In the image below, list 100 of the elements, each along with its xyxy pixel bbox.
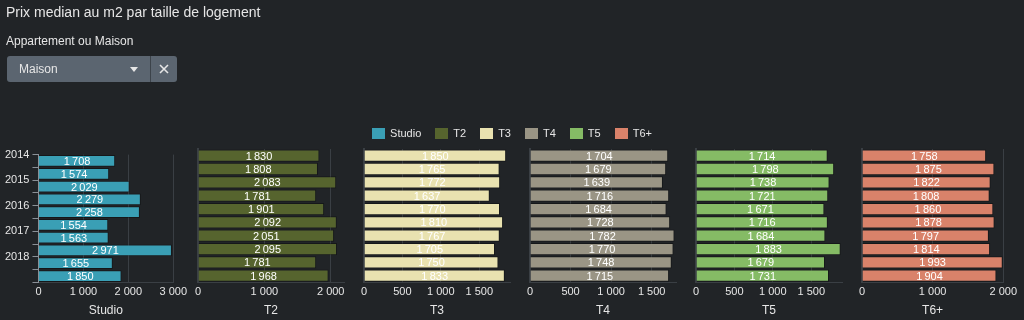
x-tick-label: 2 000 (316, 285, 345, 298)
data-label: 1 671 (747, 203, 774, 216)
x-tick-label: 1 000 (427, 285, 455, 298)
data-label: 2 029 (70, 180, 98, 193)
data-label: 1 554 (60, 218, 87, 231)
data-label: 1 782 (589, 229, 616, 242)
data-label: 1 716 (586, 189, 614, 202)
data-label: 1 822 (913, 176, 940, 189)
data-label: 1 770 (418, 203, 446, 216)
data-label: 1 715 (586, 269, 614, 282)
data-label: 1 708 (63, 155, 91, 168)
data-label: 1 797 (912, 229, 940, 242)
data-label: 1 684 (585, 203, 612, 216)
data-label: 1 883 (755, 243, 782, 256)
x-tick-label: 1 500 (797, 285, 826, 298)
data-label: 1 574 (60, 167, 88, 180)
data-label: 1 714 (748, 149, 776, 162)
y-tick-label: 2017 (4, 224, 30, 237)
x-tick-label: 2 000 (114, 285, 143, 298)
x-axis-title: T6+ (922, 303, 944, 318)
x-tick-label: 1 000 (69, 285, 98, 298)
y-tick-label: 2015 (4, 173, 30, 186)
data-label: 1 684 (747, 229, 775, 242)
data-label: 1 639 (583, 176, 611, 189)
data-label: 1 767 (418, 229, 446, 242)
data-label: 1 770 (588, 243, 616, 256)
x-tick-label: 0 (35, 285, 42, 298)
x-tick-label: 1 500 (465, 285, 494, 298)
data-label: 1 728 (586, 216, 614, 229)
data-label: 1 875 (915, 163, 942, 176)
data-label: 1 758 (910, 149, 938, 162)
y-tick-label: 2018 (4, 249, 30, 262)
data-label: 1 850 (66, 270, 94, 283)
x-tick-label: 0 (526, 285, 534, 298)
data-label: 2 279 (76, 193, 104, 206)
data-label: 1 808 (244, 163, 272, 176)
data-label: 1 765 (418, 163, 446, 176)
x-tick-label: 1 000 (918, 285, 947, 298)
data-label: 1 716 (748, 216, 776, 229)
data-label: 1 798 (751, 163, 779, 176)
data-label: 1 808 (912, 189, 940, 202)
data-label: 1 721 (749, 189, 776, 202)
legend-label: T5 (587, 127, 601, 139)
data-label: 1 781 (244, 256, 271, 269)
text: Maison (19, 62, 58, 76)
x-tick-label: 500 (393, 285, 412, 298)
x-axis-title: T5 (761, 303, 777, 318)
x-axis-title: T3 (429, 303, 445, 318)
data-label: 1 968 (250, 269, 277, 282)
data-label: 2 258 (76, 206, 103, 219)
data-label: 1 901 (247, 203, 275, 216)
x-tick-label: 0 (692, 285, 700, 298)
x-tick-label: 1 500 (637, 285, 666, 298)
x-tick-label: 1 000 (759, 285, 787, 298)
data-label: 1 993 (919, 256, 946, 269)
data-label: 2 092 (254, 216, 282, 229)
data-label: 1 738 (749, 176, 777, 189)
data-label: 1 814 (912, 243, 940, 256)
text: Appartement ou Maison (6, 34, 134, 48)
data-label: 1 850 (421, 149, 449, 162)
x-tick-label: 3 000 (159, 285, 187, 298)
data-label: 1 810 (420, 216, 448, 229)
y-tick-label: 2016 (4, 198, 30, 211)
x-tick-label: 500 (725, 285, 744, 298)
x-tick-label: 0 (194, 285, 202, 298)
data-label: 1 878 (915, 216, 942, 229)
data-label: 2 083 (254, 176, 281, 189)
legend-label: Studio (390, 127, 422, 139)
data-label: 1 679 (585, 163, 612, 176)
x-tick-label: 2 000 (989, 285, 1017, 298)
chart-title: Prix median au m2 par taille de logement (6, 4, 261, 20)
data-label: 1 563 (60, 231, 88, 244)
x-tick-label: 0 (858, 285, 866, 298)
x-tick-label: 0 (360, 285, 368, 298)
legend-label: T3 (498, 127, 511, 139)
data-label: 1 781 (244, 189, 271, 202)
data-label: 2 095 (254, 243, 282, 256)
data-label: 1 679 (747, 256, 775, 269)
x-axis-title: T2 (263, 303, 279, 318)
legend-label: T4 (542, 127, 556, 139)
data-label: 1 748 (587, 256, 615, 269)
data-label: 1 655 (62, 257, 90, 270)
data-label: 2 051 (252, 229, 280, 242)
x-axis-title: T4 (595, 303, 611, 318)
data-label: 1 705 (416, 243, 444, 256)
x-tick-label: 500 (561, 285, 580, 298)
data-label: 1 637 (413, 189, 441, 202)
data-label: 1 860 (914, 203, 942, 216)
data-label: 1 904 (916, 269, 943, 282)
data-label: 1 704 (586, 149, 613, 162)
data-label: 1 833 (421, 269, 449, 282)
legend-label: T2 (453, 127, 467, 139)
legend-label: T6+ (632, 127, 652, 139)
x-tick-label: 1 000 (597, 285, 625, 298)
data-label: 1 830 (245, 149, 273, 162)
data-label: 1 772 (418, 176, 446, 189)
x-tick-label: 1 000 (250, 285, 279, 298)
x-axis-title: Studio (88, 303, 124, 318)
y-tick-label: 2014 (4, 147, 30, 160)
data-label: 1 750 (418, 256, 445, 269)
